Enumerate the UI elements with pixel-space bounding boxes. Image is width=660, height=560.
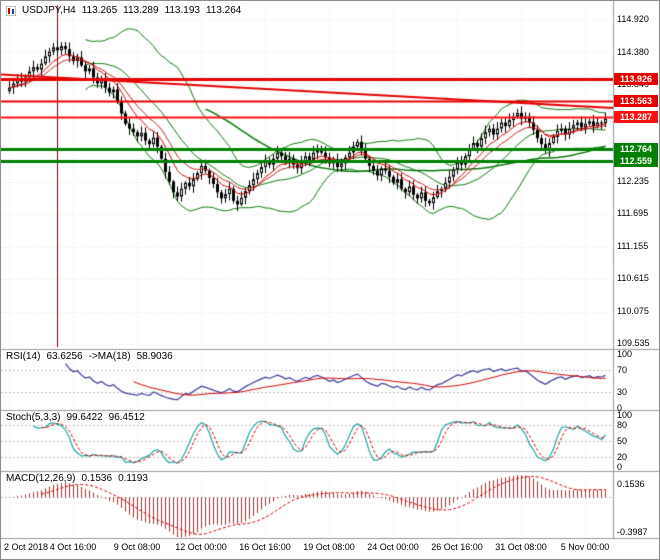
price-chart-canvas[interactable]	[1, 1, 659, 559]
trading-chart-window: USDJPY,H4 113.265 113.289 113.193 113.26…	[0, 0, 660, 560]
